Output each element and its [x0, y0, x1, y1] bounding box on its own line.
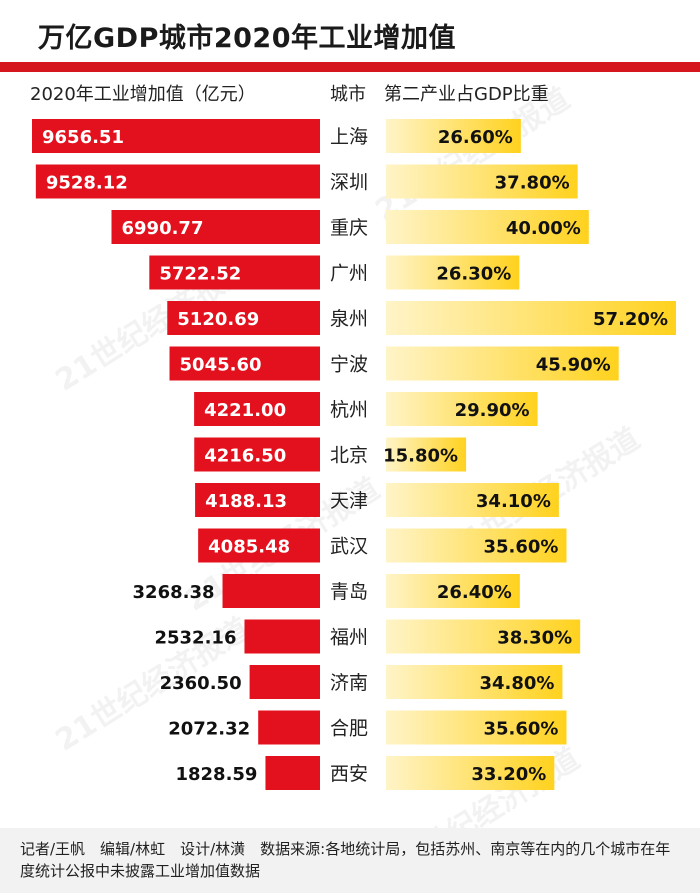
industry-bar: [198, 528, 320, 563]
share-value-label: 40.00%: [506, 218, 581, 239]
share-value-label: 34.80%: [479, 673, 554, 694]
industry-value-label: 2532.16: [154, 628, 236, 649]
city-label: 西安: [330, 763, 368, 785]
city-label: 泉州: [330, 308, 368, 330]
industry-bar: [167, 301, 320, 335]
city-label: 天津: [330, 490, 368, 512]
share-bar: [386, 437, 467, 472]
city-label: 福州: [330, 627, 368, 649]
share-value-label: 15.80%: [383, 446, 458, 467]
share-value-label: 26.30%: [436, 264, 511, 285]
footer-band: [0, 828, 700, 893]
share-value-label: 35.60%: [484, 537, 559, 558]
industry-bar: [249, 665, 320, 699]
city-label: 宁波: [330, 354, 368, 376]
industry-bar: [222, 574, 320, 608]
share-bar: [386, 665, 563, 699]
city-label: 重庆: [330, 217, 368, 239]
industry-bar: [169, 346, 320, 381]
left-axis-header: 2020年工业增加值（亿元）: [30, 84, 256, 105]
share-value-label: 26.40%: [437, 582, 512, 603]
city-label: 深圳: [330, 172, 368, 194]
city-header: 城市: [330, 84, 366, 105]
share-bar: [386, 119, 521, 153]
industry-bar: [194, 392, 320, 426]
industry-bar: [111, 210, 320, 244]
share-value-label: 57.20%: [593, 309, 668, 330]
industry-bar: [265, 756, 320, 790]
share-bar: [386, 255, 520, 290]
industry-value-label: 5722.52: [159, 264, 241, 285]
city-label: 青岛: [330, 581, 368, 603]
share-bar: [386, 528, 567, 563]
industry-value-label: 2360.50: [160, 673, 242, 694]
share-value-label: 26.60%: [438, 127, 513, 148]
share-value-label: 29.90%: [455, 400, 530, 421]
industry-value-label: 9528.12: [46, 173, 128, 194]
industry-value-label: 1828.59: [175, 764, 257, 785]
industry-value-label: 4188.13: [205, 491, 287, 512]
chart-title: 万亿GDP城市2020年工业增加值: [38, 23, 457, 54]
share-value-label: 38.30%: [497, 628, 572, 649]
industry-value-label: 4216.50: [204, 446, 286, 467]
city-label: 武汉: [330, 536, 368, 558]
industry-value-label: 5120.69: [177, 309, 259, 330]
city-label: 合肥: [330, 718, 368, 740]
industry-bar: [258, 710, 320, 745]
industry-bar: [35, 164, 320, 199]
industry-bar: [149, 255, 320, 290]
industry-value-label: 2072.32: [168, 719, 250, 740]
industry-value-label: 5045.60: [180, 355, 262, 376]
city-label: 杭州: [330, 399, 368, 421]
industry-bar: [194, 437, 320, 472]
share-value-label: 34.10%: [476, 491, 551, 512]
share-bar: [386, 392, 538, 426]
city-label: 济南: [330, 672, 368, 694]
right-axis-header: 第二产业占GDP比重: [384, 84, 549, 105]
industry-bar: [32, 119, 320, 153]
share-bar: [386, 710, 567, 745]
title-rule: [0, 62, 700, 72]
footer-credits: 记者/王帆 编辑/林虹 设计/林潢 数据来源:各地统计局，包括苏州、南京等在内的…: [20, 840, 671, 880]
share-bar: [386, 483, 559, 517]
city-label: 北京: [330, 445, 368, 467]
share-bar: [386, 301, 676, 335]
industry-bar: [195, 483, 320, 517]
industry-value-label: 4221.00: [204, 400, 286, 421]
city-label: 广州: [330, 263, 368, 285]
share-bar: [386, 346, 619, 381]
city-label: 上海: [330, 126, 368, 148]
share-value-label: 35.60%: [484, 719, 559, 740]
industry-value-label: 6990.77: [122, 218, 204, 239]
share-bar: [386, 164, 578, 199]
industry-value-label: 9656.51: [42, 127, 124, 148]
share-value-label: 45.90%: [536, 355, 611, 376]
share-bar: [386, 574, 520, 608]
industry-value-label: 4085.48: [208, 537, 290, 558]
share-bar: [386, 619, 581, 654]
share-bar: [386, 756, 555, 790]
industry-bar: [244, 619, 320, 654]
share-value-label: 37.80%: [495, 173, 570, 194]
industry-value-label: 3268.38: [133, 582, 215, 603]
share-bar: [386, 210, 589, 244]
share-value-label: 33.20%: [471, 764, 546, 785]
